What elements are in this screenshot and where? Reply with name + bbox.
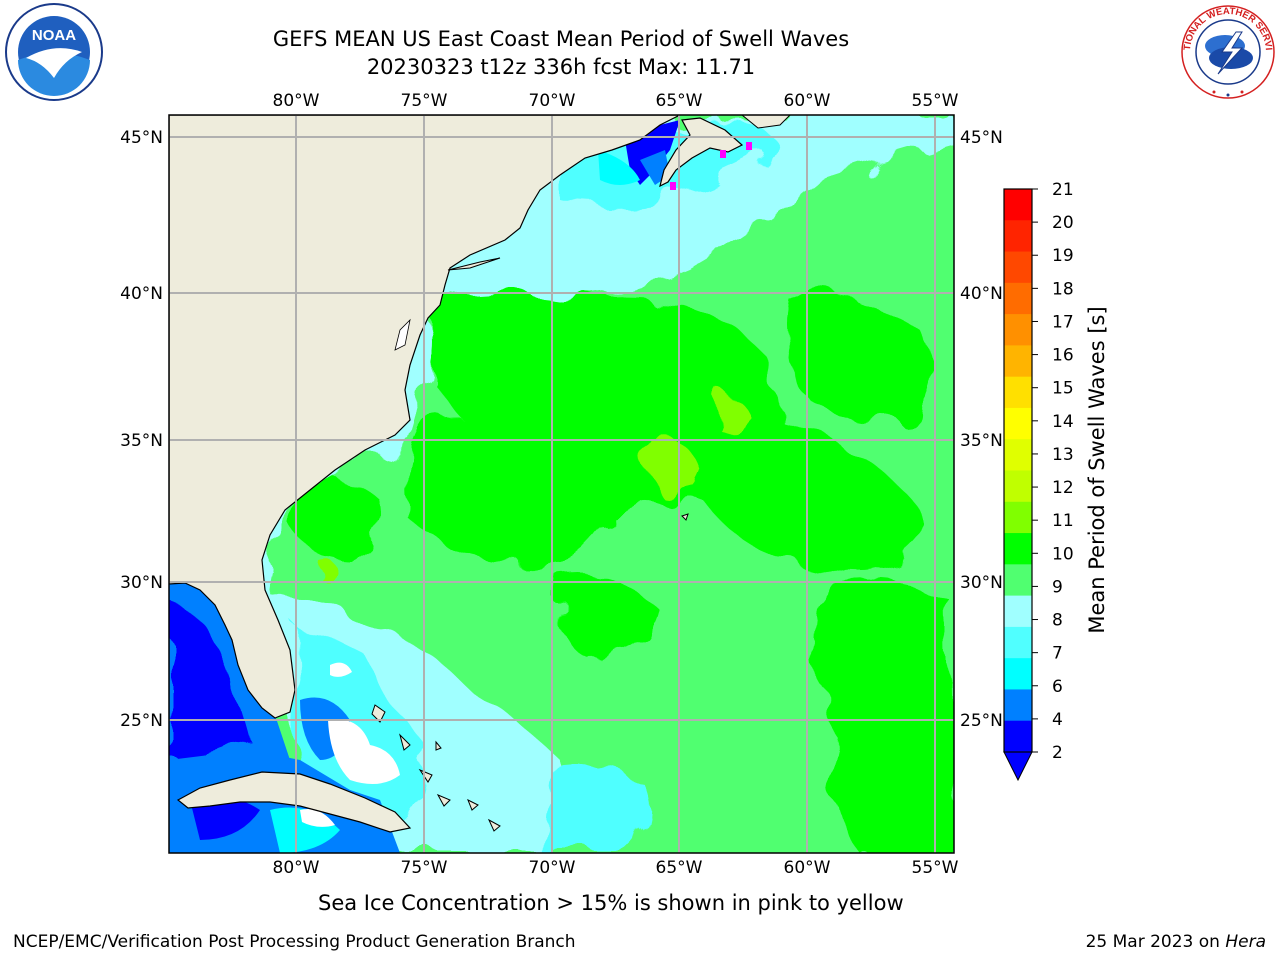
colorbar-tick-label: 2 (1052, 743, 1063, 763)
swell-11-12s-patches (316, 394, 748, 579)
land-cape-breton (741, 115, 791, 129)
land-cuba (176, 771, 412, 833)
lon-label: 60°W (784, 91, 831, 111)
map-panel (169, 115, 954, 853)
colorbar-tick-label: 18 (1052, 279, 1074, 299)
credit-line: NCEP/EMC/Verification Post Processing Pr… (13, 932, 576, 952)
sea-ice-pixels (670, 142, 752, 190)
map-frame (168, 114, 955, 854)
lon-label: 65°W (656, 858, 703, 878)
chart-title: GEFS MEAN US East Coast Mean Period of S… (272, 27, 850, 51)
swell-10-11s-regions (295, 157, 954, 853)
colorbar-cell (1004, 658, 1032, 690)
lon-labels-top: 80°W 75°W 70°W 65°W 60°W 55°W (273, 91, 959, 111)
colorbar-cell (1004, 470, 1032, 503)
lon-label: 55°W (912, 858, 959, 878)
colorbar-cell (1004, 407, 1032, 440)
colorbar-cell (1004, 501, 1032, 534)
colorbar-cell (1004, 314, 1032, 346)
colorbar-tick-label: 8 (1052, 611, 1063, 631)
lon-labels-bottom: 80°W 75°W 70°W 65°W 60°W 55°W (273, 858, 959, 878)
colorbar-tick-label: 14 (1052, 412, 1074, 432)
colorbar-tick-label: 15 (1052, 379, 1074, 399)
colorbar-cell (1004, 439, 1032, 471)
colorbar-tick-label: 17 (1052, 312, 1074, 332)
land-bahamas (371, 704, 501, 832)
map-gridlines (169, 115, 954, 853)
colorbar-tick-label: 6 (1052, 677, 1063, 697)
lat-labels-left: 45°N 40°N 35°N 30°N 25°N (120, 128, 163, 731)
lon-label: 60°W (784, 858, 831, 878)
colorbar-cell (1004, 251, 1032, 284)
lon-label: 80°W (273, 91, 320, 111)
lat-label: 35°N (960, 431, 1003, 451)
colorbar-cell (1004, 595, 1032, 628)
svg-text:NOAA: NOAA (32, 27, 76, 44)
lon-label: 70°W (529, 91, 576, 111)
colorbar-frame (1003, 188, 1033, 753)
lon-label: 75°W (401, 858, 448, 878)
colorbar-tick-label: 20 (1052, 213, 1074, 233)
noaa-logo: NOAA (5, 3, 103, 101)
land-bermuda (681, 513, 689, 521)
lon-label: 55°W (912, 91, 959, 111)
colorbar-label: Mean Period of Swell Waves [s] (1085, 306, 1109, 634)
colorbar-cell (1004, 345, 1032, 378)
lon-label: 70°W (529, 858, 576, 878)
lon-label: 80°W (273, 858, 320, 878)
colorbar-tick-label: 16 (1052, 346, 1074, 366)
lat-labels-right: 45°N 40°N 35°N 30°N 25°N (960, 128, 1003, 731)
colorbar-tick-label: 19 (1052, 246, 1074, 266)
lat-label: 25°N (120, 711, 163, 731)
colorbar-cell (1004, 626, 1032, 659)
nws-logo: NATIONAL WEATHER SERVICE (1178, 2, 1276, 100)
lat-label: 45°N (120, 128, 163, 148)
lat-label: 40°N (960, 284, 1003, 304)
colorbar-cell (1004, 376, 1032, 409)
colorbar-cell (1004, 282, 1032, 315)
lat-label: 35°N (120, 431, 163, 451)
lon-label: 75°W (401, 91, 448, 111)
colorbar-tick-label: 21 (1052, 180, 1074, 200)
lat-label: 40°N (120, 284, 163, 304)
colorbar-tick-label: 7 (1052, 644, 1063, 664)
colorbar-cell (1004, 220, 1032, 253)
colorbar-tick-label: 13 (1052, 445, 1074, 465)
date-stamp: 25 Mar 2023 on Hera (1085, 932, 1266, 952)
colorbar-cell (1004, 564, 1032, 597)
land-nova-scotia (659, 117, 744, 188)
chesapeake-bay (394, 318, 411, 351)
lat-label: 45°N (960, 128, 1003, 148)
machine-name: Hera (1225, 932, 1266, 952)
colorbar-tick-label: 4 (1052, 710, 1063, 730)
colorbar: 21 20 19 18 17 16 15 14 13 12 11 10 9 8 7 6 4 2 (1003, 180, 1074, 782)
chart-subtitle: 20230323 t12z 336h fcst Max: 11.71 (366, 55, 756, 79)
colorbar-tick-label: 11 (1052, 511, 1074, 531)
colorbar-cell (1004, 189, 1032, 221)
colorbar-tick-label: 9 (1052, 577, 1063, 597)
lat-label: 30°N (120, 573, 163, 593)
colorbar-tick-label: 12 (1052, 478, 1074, 498)
lat-label: 25°N (960, 711, 1003, 731)
colorbar-cell (1004, 533, 1032, 565)
land-long-island (447, 257, 501, 271)
lat-label: 30°N (960, 573, 1003, 593)
colorbar-tick-label: 10 (1052, 544, 1074, 564)
lon-label: 65°W (656, 91, 703, 111)
colorbar-extend-arrow (1003, 751, 1033, 782)
colorbar-cell (1004, 689, 1032, 722)
colorbar-cell (1004, 720, 1032, 753)
